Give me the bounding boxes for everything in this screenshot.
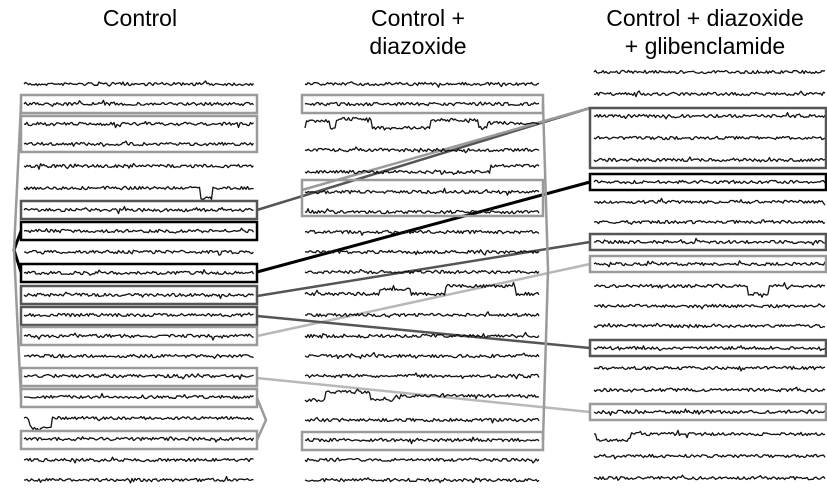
trace-control-5 — [23, 162, 254, 170]
trace-diazoxide-4 — [304, 146, 540, 154]
highlight-box-19 — [588, 338, 827, 358]
trace-diazoxide-11 — [304, 281, 540, 297]
trace-control-11 — [23, 291, 254, 300]
connector-line-3 — [256, 240, 591, 298]
trace-diazoxide-6 — [304, 187, 540, 196]
trace-glibenclamide-5 — [593, 156, 826, 163]
trace-glibenclamide-8 — [593, 219, 826, 225]
trace-diazoxide-12 — [304, 311, 540, 318]
trace-glibenclamide-1 — [593, 69, 826, 75]
highlight-box-8 — [19, 325, 259, 347]
trace-diazoxide-17 — [304, 416, 540, 424]
connector-line-6 — [256, 376, 591, 414]
trace-diazoxide-5 — [304, 163, 540, 175]
trace-control-15 — [23, 373, 254, 380]
recording-traces — [23, 69, 826, 484]
trace-glibenclamide-9 — [594, 237, 826, 246]
highlight-boxes — [12, 93, 827, 452]
trace-control-13 — [23, 332, 254, 341]
trace-control-14 — [24, 353, 254, 359]
trace-control-20 — [24, 475, 254, 484]
highlight-box-9 — [19, 366, 259, 388]
trace-control-18 — [23, 436, 255, 443]
trace-diazoxide-9 — [304, 249, 540, 256]
highlight-box-15 — [588, 106, 827, 170]
trace-diazoxide-16 — [304, 388, 540, 403]
trace-glibenclamide-17 — [593, 408, 826, 416]
highlight-box-6 — [19, 284, 259, 306]
trace-diazoxide-20 — [304, 477, 540, 484]
trace-diazoxide-14 — [304, 351, 540, 360]
trace-control-19 — [23, 456, 254, 464]
trace-diazoxide-3 — [304, 116, 540, 131]
trace-diazoxide-13 — [304, 331, 540, 339]
trace-glibenclamide-10 — [593, 260, 826, 268]
trace-control-6 — [23, 185, 254, 201]
trace-control-9 — [24, 249, 254, 256]
bracket-group-middle — [541, 103, 550, 441]
trace-diazoxide-8 — [304, 229, 540, 236]
trace-diazoxide-2 — [304, 101, 540, 107]
column-title-control-diazoxide-glibenclamide: Control + diazoxide + glibenclamide — [606, 5, 804, 59]
trace-control-2 — [23, 99, 254, 107]
trace-control-16 — [23, 392, 254, 400]
highlight-box-2 — [19, 114, 259, 154]
trace-glibenclamide-20 — [593, 474, 826, 481]
trace-control-7 — [23, 205, 254, 215]
trace-control-1 — [23, 80, 254, 87]
trace-glibenclamide-3 — [593, 111, 826, 120]
trace-glibenclamide-13 — [593, 322, 826, 329]
bracket-chevron-right — [255, 397, 268, 441]
trace-glibenclamide-6 — [593, 179, 826, 185]
connector-lines — [256, 106, 591, 414]
connector-line-7 — [301, 106, 591, 192]
trace-diazoxide-7 — [304, 208, 540, 215]
trace-glibenclamide-4 — [593, 135, 826, 141]
trace-glibenclamide-11 — [593, 282, 826, 298]
trace-control-12 — [23, 312, 254, 318]
trace-diazoxide-19 — [304, 457, 540, 464]
trace-control-8 — [23, 227, 255, 234]
trace-glibenclamide-12 — [593, 303, 826, 310]
highlight-box-5 — [19, 262, 259, 284]
trace-glibenclamide-2 — [593, 90, 826, 98]
connector-line-4 — [256, 262, 591, 338]
highlight-box-20 — [588, 402, 827, 422]
trace-diazoxide-18 — [304, 436, 540, 445]
highlight-box-13 — [300, 178, 545, 218]
trace-diazoxide-15 — [304, 372, 540, 380]
trace-glibenclamide-7 — [593, 197, 826, 206]
trace-control-4 — [23, 140, 254, 147]
trace-glibenclamide-16 — [593, 386, 826, 393]
trace-control-17 — [23, 415, 254, 433]
bracket-group-left — [12, 103, 23, 399]
trace-diazoxide-10 — [304, 268, 540, 275]
highlight-box-16 — [588, 172, 827, 192]
column-title-control: Control — [102, 5, 178, 31]
trace-control-3 — [23, 120, 254, 129]
column-title-control-diazoxide: Control + diazoxide — [369, 5, 467, 59]
trace-glibenclamide-18 — [594, 429, 826, 443]
highlight-box-18 — [588, 254, 827, 274]
trace-diazoxide-1 — [304, 81, 540, 88]
trace-control-10 — [23, 269, 255, 276]
trace-glibenclamide-14 — [593, 345, 826, 352]
highlight-box-7 — [19, 305, 259, 327]
trace-glibenclamide-19 — [593, 453, 826, 460]
highlight-box-14 — [300, 430, 545, 452]
connector-line-5 — [256, 314, 591, 350]
trace-glibenclamide-15 — [593, 365, 826, 372]
highlight-box-17 — [588, 232, 827, 252]
connector-line-2 — [256, 180, 591, 274]
highlight-box-3 — [19, 199, 259, 221]
